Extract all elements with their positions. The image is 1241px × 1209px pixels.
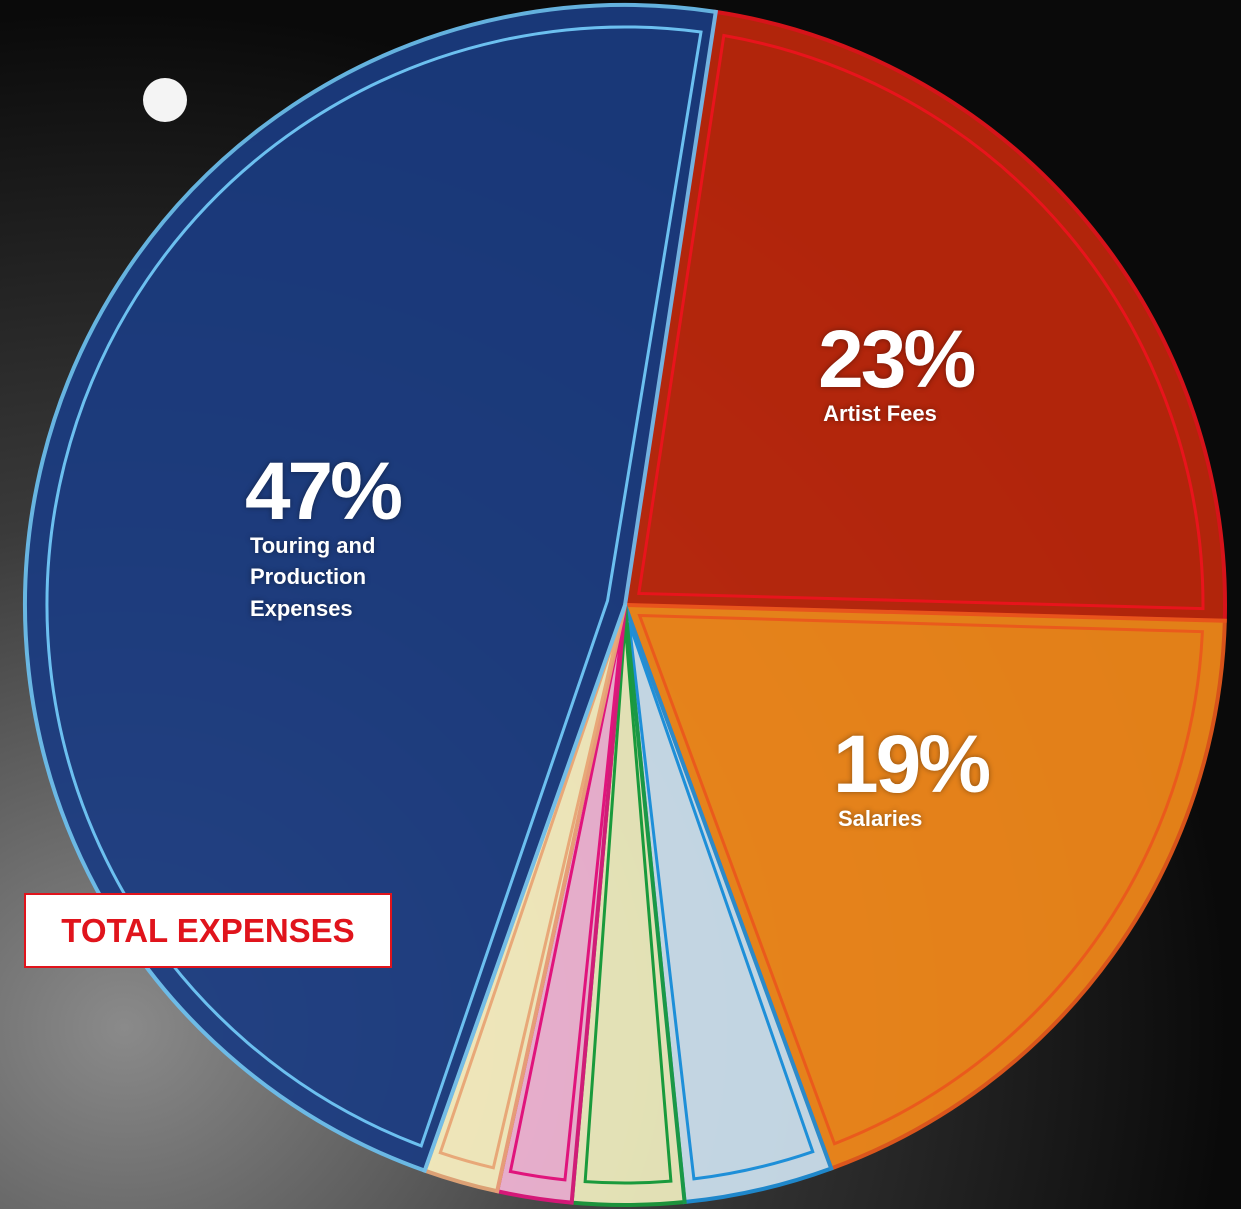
slice-percent: 19% (833, 728, 988, 802)
page: TOTAL EXPENSES 23%Artist Fees 19%Salaries… (0, 0, 1241, 1209)
slice-percent: 47% (245, 455, 400, 529)
slice-label: Touring and Production Expenses (250, 530, 450, 626)
spotlight (143, 78, 187, 122)
slice-label: Salaries (838, 803, 1038, 835)
pie-chart (0, 0, 1241, 1209)
chart-title: TOTAL EXPENSES (24, 893, 392, 968)
slice-label: Artist Fees (823, 398, 1023, 430)
slice-percent: 23% (818, 323, 973, 397)
